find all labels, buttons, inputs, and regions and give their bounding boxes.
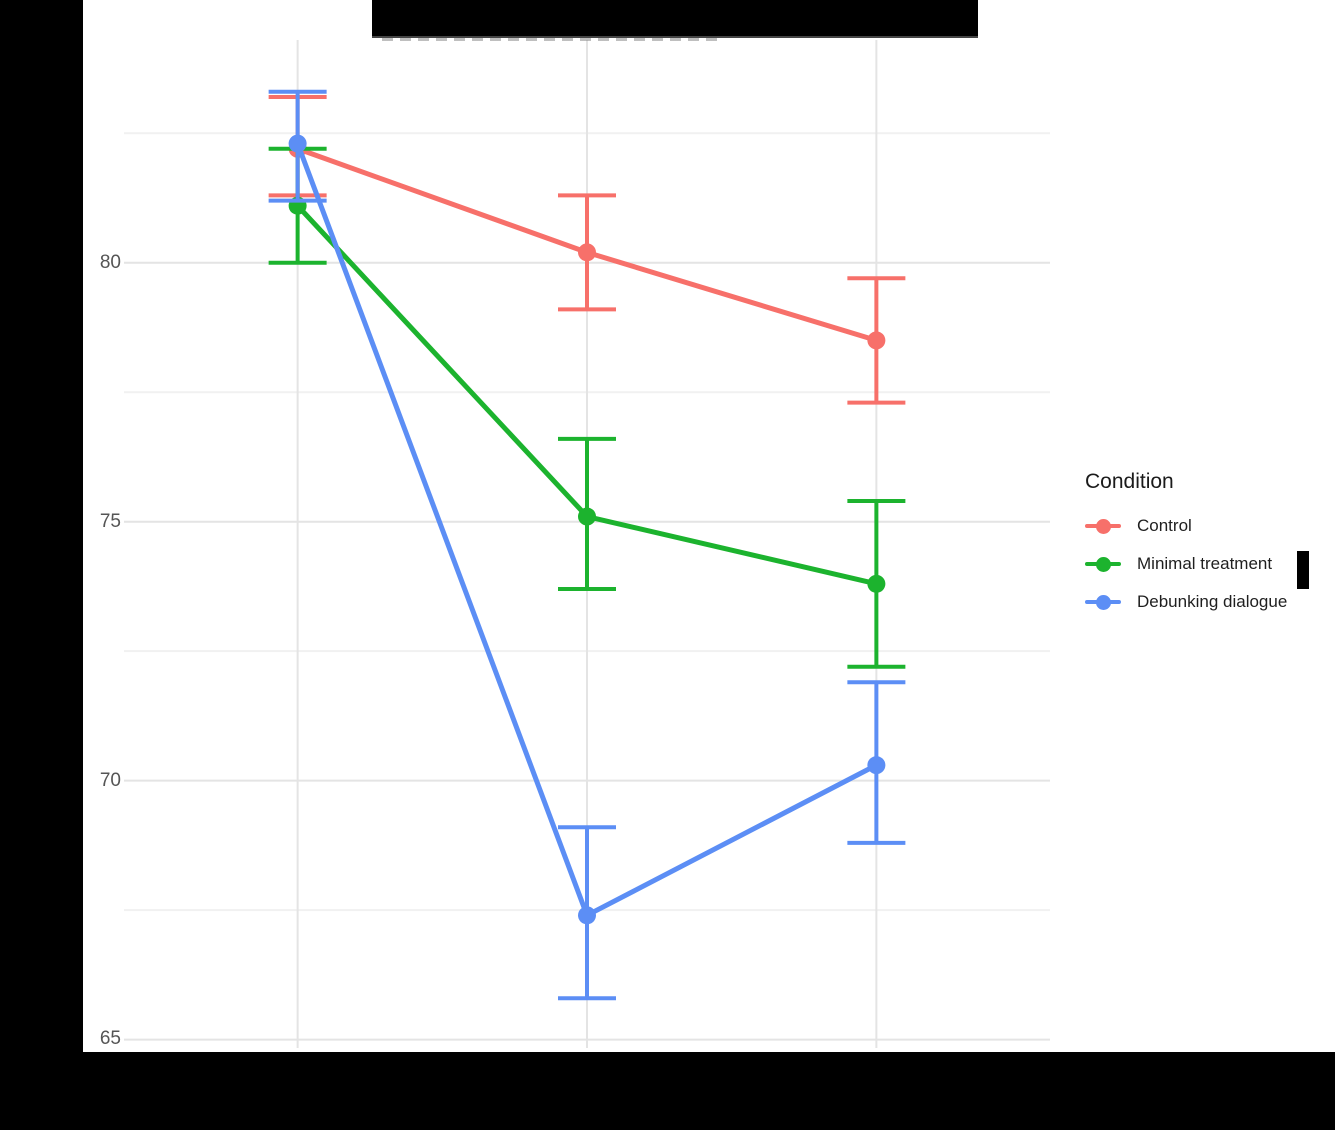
legend-item-label: Control xyxy=(1137,516,1192,535)
legend-item-minimal-treatment: Minimal treatment xyxy=(1085,552,1287,576)
legend-title: Condition xyxy=(1085,470,1174,493)
data-point xyxy=(867,574,886,593)
legend-item-label: Minimal treatment xyxy=(1137,554,1273,573)
series-debunking-dialogue xyxy=(268,89,906,1001)
legend-item-debunking-dialogue: Debunking dialogue xyxy=(1085,590,1287,614)
data-point xyxy=(867,331,886,350)
data-point xyxy=(288,134,307,153)
legend-key-minimal-treatment-icon xyxy=(1085,552,1121,576)
y-tick-label-75: 75 xyxy=(99,511,121,532)
legend-items: Control Minimal treatment Debunking dial… xyxy=(1085,514,1287,614)
data-point xyxy=(578,243,596,262)
legend-key-dot xyxy=(1095,518,1111,534)
redacted-x-axis-labels xyxy=(0,1052,1335,1130)
redacted-chart-title xyxy=(372,0,978,38)
y-tick-label-80: 80 xyxy=(99,252,121,273)
legend-key-control-icon xyxy=(1085,514,1121,538)
data-point xyxy=(867,756,886,775)
y-tick-label-70: 70 xyxy=(99,770,121,791)
legend-key-dot xyxy=(1095,594,1111,610)
y-tick-label-65: 65 xyxy=(99,1028,121,1049)
redacted-title-text-remnant xyxy=(382,38,722,41)
legend-key-debunking-dialogue-icon xyxy=(1085,590,1121,614)
legend: Condition Control Minimal treatment xyxy=(1085,470,1287,614)
legend-item-control: Control xyxy=(1085,514,1287,538)
legend-item-label: Debunking dialogue xyxy=(1137,592,1288,611)
data-point xyxy=(578,906,596,925)
data-point xyxy=(578,507,596,526)
legend-key-dot xyxy=(1095,556,1111,572)
redacted-y-axis-label xyxy=(0,0,83,1130)
redacted-legend-fragment xyxy=(1297,551,1309,589)
